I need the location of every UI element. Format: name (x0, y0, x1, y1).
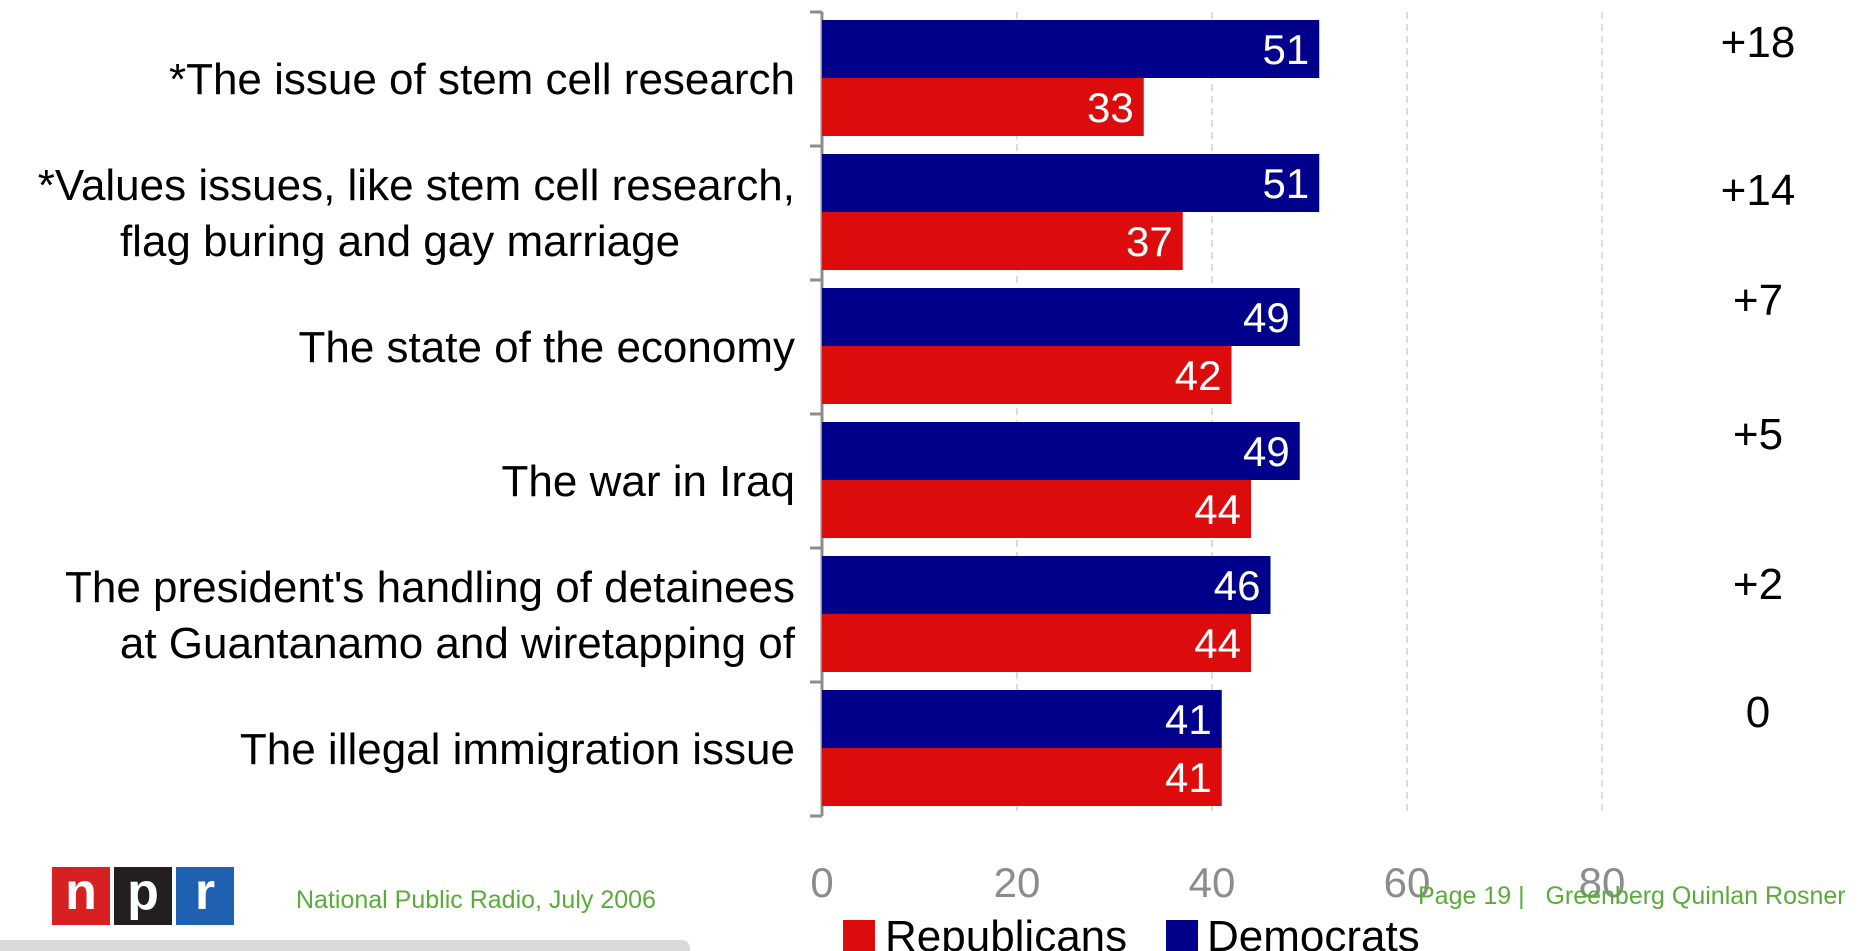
bar-democrats (822, 288, 1300, 346)
category-label: *Values issues, like stem cell research, (38, 161, 795, 210)
data-label-democrats: 51 (1263, 26, 1310, 73)
data-label-republicans: 33 (1087, 84, 1134, 131)
data-label-democrats: 49 (1243, 294, 1290, 341)
bar-republicans (822, 212, 1183, 270)
category-label: The illegal immigration issue (240, 725, 795, 774)
bar-republicans (822, 480, 1251, 538)
footer-divider (0, 940, 690, 951)
data-label-democrats: 49 (1243, 428, 1290, 475)
difference-label: +2 (1733, 560, 1783, 609)
data-label-democrats: 41 (1165, 696, 1212, 743)
bar-democrats (822, 556, 1271, 614)
data-label-republicans: 44 (1194, 620, 1241, 667)
bar-republicans (822, 78, 1144, 136)
x-tick-label: 40 (1189, 859, 1236, 906)
x-tick-label: 60 (1384, 859, 1431, 906)
data-label-republicans: 41 (1165, 754, 1212, 801)
data-label-democrats: 46 (1214, 562, 1261, 609)
legend-label-democrats: Democrats (1207, 912, 1420, 951)
category-label: *The issue of stem cell research (169, 55, 795, 104)
footer-source: National Public Radio, July 2006 (296, 886, 656, 914)
footer-page-info: Page 19 | Greenberg Quinlan Rosner (1418, 882, 1846, 911)
category-label: The war in Iraq (502, 457, 795, 506)
bar-democrats (822, 690, 1222, 748)
difference-label: +14 (1721, 166, 1796, 215)
data-label-republicans: 44 (1194, 486, 1241, 533)
bar-republicans (822, 346, 1232, 404)
x-tick-label: 0 (810, 859, 833, 906)
data-label-republicans: 37 (1126, 218, 1173, 265)
data-label-republicans: 42 (1175, 352, 1222, 399)
category-label: at Guantanamo and wiretapping of (120, 619, 796, 668)
data-label-democrats: 51 (1263, 160, 1310, 207)
legend-swatch-republicans (843, 920, 875, 951)
legend-label-republicans: Republicans (885, 912, 1127, 951)
difference-label: +7 (1733, 276, 1783, 325)
x-tick-label: 20 (994, 859, 1041, 906)
bar-democrats (822, 154, 1320, 212)
category-label: flag buring and gay marriage (120, 217, 680, 266)
x-tick-label: 80 (1579, 859, 1626, 906)
bar-democrats (822, 422, 1300, 480)
difference-label: +5 (1733, 410, 1783, 459)
difference-label: +18 (1721, 18, 1796, 67)
legend-swatch-democrats (1166, 920, 1198, 951)
category-label: The president's handling of detainees (65, 563, 795, 612)
difference-label: 0 (1746, 688, 1770, 737)
bar-republicans (822, 748, 1222, 806)
firm-name: Greenberg Quinlan Rosner (1545, 882, 1846, 910)
bar-democrats (822, 20, 1320, 78)
bar-republicans (822, 614, 1251, 672)
category-label: The state of the economy (298, 323, 795, 372)
page-number: Page 19 | (1418, 882, 1525, 910)
